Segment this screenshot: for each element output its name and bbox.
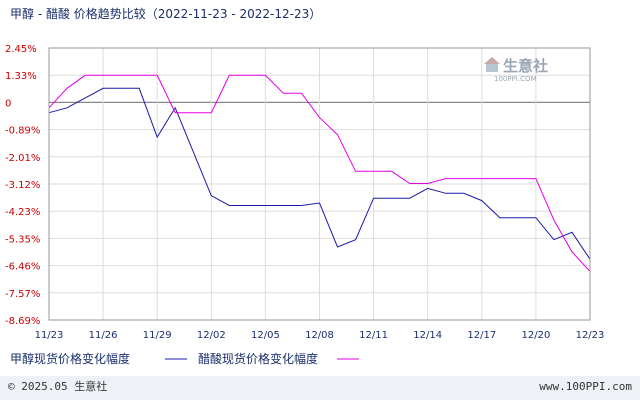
watermark-url: 100PPI.COM xyxy=(494,75,537,83)
watermark-brand: 生意社 xyxy=(503,57,548,75)
chart-title: 甲醇 - 醋酸 价格趋势比较（2022-11-23 - 2022-12-23） xyxy=(10,6,321,21)
y-axis-ticks: 2.45% 1.33% 0 -0.89% -2.01% -3.12% -4.23% -5.35… xyxy=(5,44,40,327)
x-tick-label: 12/02 xyxy=(197,330,226,341)
footer-site: www.100PPI.com xyxy=(539,380,632,393)
y-tick-label: -8.69% xyxy=(5,316,40,327)
x-tick-label: 12/05 xyxy=(251,330,280,341)
x-tick-label: 12/08 xyxy=(305,330,334,341)
series-line-methanol xyxy=(48,87,591,260)
y-tick-label: -7.57% xyxy=(5,289,40,300)
x-tick-label: 12/11 xyxy=(359,330,388,341)
y-tick-label: -3.12% xyxy=(5,180,40,191)
y-tick-label: 1.33% xyxy=(5,71,37,82)
x-tick-label: 12/17 xyxy=(467,330,496,341)
y-tick-label: -4.23% xyxy=(5,207,40,218)
y-tick-label: -0.89% xyxy=(5,126,40,137)
legend-label-acetic: 醋酸现货价格变化幅度 xyxy=(198,351,318,366)
y-tick-label: -2.01% xyxy=(5,153,40,164)
footer-copyright: © 2025.05 生意社 xyxy=(8,379,107,393)
x-axis-ticks: 11/23 11/26 11/29 12/02 12/05 12/08 12/11 12/14… xyxy=(35,330,605,341)
watermark-logo-icon xyxy=(484,57,500,72)
series-lines xyxy=(48,74,591,272)
watermark: 生意社 100PPI.COM xyxy=(484,57,548,83)
x-tick-label: 12/23 xyxy=(576,330,605,341)
legend-label-methanol: 甲醇现货价格变化幅度 xyxy=(10,351,130,366)
plot-frame xyxy=(48,47,591,321)
x-tick-label: 12/14 xyxy=(413,330,442,341)
y-tick-label: -6.46% xyxy=(5,262,40,273)
y-tick-label: 2.45% xyxy=(5,44,37,55)
x-tick-label: 11/23 xyxy=(35,330,64,341)
legend: 甲醇现货价格变化幅度 醋酸现货价格变化幅度 xyxy=(10,351,359,366)
x-tick-label: 11/26 xyxy=(89,330,118,341)
x-tick-label: 11/29 xyxy=(143,330,172,341)
series-line-acetic xyxy=(48,74,591,272)
y-tick-label: 0 xyxy=(5,98,11,109)
footer-bar xyxy=(0,376,640,400)
x-tick-label: 12/20 xyxy=(521,330,550,341)
y-tick-label: -5.35% xyxy=(5,234,40,245)
